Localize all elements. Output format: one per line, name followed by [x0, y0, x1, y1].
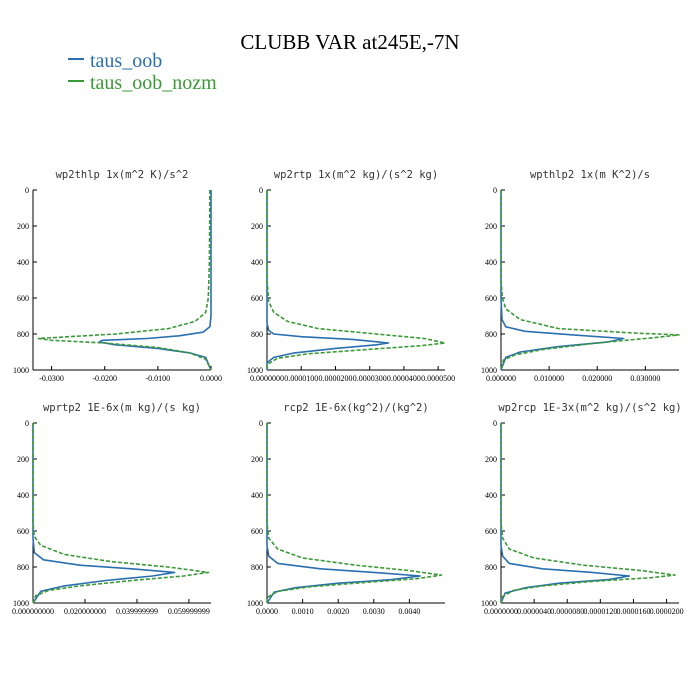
x-tick-label: 0.0000 [200, 374, 222, 383]
y-tick-label: 0 [259, 186, 263, 195]
y-tick-label: 200 [485, 455, 497, 464]
series-line-taus-oob-nozm [266, 423, 443, 603]
x-tick-label: 0.010000 [534, 374, 564, 383]
x-tick-label: 0.0000200 [318, 374, 352, 383]
x-tick-label: 0.059999999 [168, 607, 210, 616]
panel-4: wprtp2 1E-6x(m kg)/(s kg) 0 200 400 600 800 10… [12, 402, 211, 616]
x-tick-label: 0.0000000 [250, 374, 284, 383]
x-tick-label: -0.0300 [39, 374, 64, 383]
legend-label: taus_oob_nozm [90, 72, 217, 94]
y-tick-label: 800 [485, 563, 497, 572]
series-line-taus-oob-nozm [500, 423, 676, 603]
y-tick-label: 600 [251, 527, 263, 536]
y-tick-label: 1000 [481, 599, 497, 608]
y-tick-label: 600 [251, 294, 263, 303]
x-tick-label: 0.0000080 [550, 607, 584, 616]
panel-title: wprtp2 1E-6x(m kg)/(s kg) [43, 402, 201, 414]
panel-1: wp2thlp 1x(m^2 K)/s^2 0 200 400 600 800 1000 -0… [13, 169, 222, 383]
y-tick-label: 800 [17, 563, 29, 572]
y-tick-label: 400 [485, 491, 497, 500]
x-tick-label: 0.0020 [327, 607, 349, 616]
panel-title: wp2rcp 1E-3x(m^2 kg)/(s^2 kg) [498, 402, 681, 414]
x-tick-label: 0.0000200 [650, 607, 684, 616]
y-tick-label: 200 [251, 222, 263, 231]
y-tick-label: 0 [25, 419, 29, 428]
x-tick-label: 0.0030 [363, 607, 385, 616]
panel-title: wp2rtp 1x(m^2 kg)/(s^2 kg) [274, 169, 438, 181]
x-tick-label: 0.020000000 [64, 607, 106, 616]
y-tick-label: 600 [485, 527, 497, 536]
x-tick-label: 0.000000000 [12, 607, 54, 616]
y-tick-label: 400 [17, 258, 29, 267]
x-tick-label: 0.0000100 [284, 374, 318, 383]
x-tick-label: 0.0000160 [616, 607, 650, 616]
x-tick-label: 0.0000400 [387, 374, 421, 383]
x-tick-label: -0.0100 [146, 374, 171, 383]
x-tick-label: 0.0000040 [517, 607, 551, 616]
panel-title: rcp2 1E-6x(kg^2)/(kg^2) [283, 402, 428, 414]
x-tick-label: 0.0040 [398, 607, 420, 616]
x-tick-label: 0.0000120 [583, 607, 617, 616]
y-tick-label: 800 [17, 330, 29, 339]
y-tick-label: 1000 [247, 366, 263, 375]
y-tick-label: 0 [493, 419, 497, 428]
y-tick-label: 800 [485, 330, 497, 339]
panel-title: wpthlp2 1x(m K^2)/s [530, 169, 650, 181]
series-line-taus-oob [98, 190, 212, 371]
x-tick-label: 0.030000 [630, 374, 660, 383]
y-tick-label: 0 [259, 419, 263, 428]
series-line-taus-oob-nozm [266, 190, 446, 370]
x-tick-label: 0.000000 [486, 374, 516, 383]
y-tick-label: 1000 [481, 366, 497, 375]
x-tick-label: -0.0200 [92, 374, 117, 383]
y-tick-label: 0 [25, 186, 29, 195]
y-tick-label: 800 [251, 563, 263, 572]
panel-3: wpthlp2 1x(m K^2)/s 0 200 400 600 800 10000.00… [481, 169, 680, 383]
series-line-taus-oob [266, 190, 390, 370]
panel-5: rcp2 1E-6x(kg^2)/(kg^2) 0 200 400 600 800 1000… [247, 402, 445, 616]
series-line-taus-oob [500, 190, 625, 371]
x-tick-label: 0.0000500 [421, 374, 455, 383]
y-tick-label: 800 [251, 330, 263, 339]
series-line-taus-oob-nozm [37, 189, 212, 371]
x-tick-label: 0.0000 [256, 607, 278, 616]
y-tick-label: 1000 [13, 599, 29, 608]
y-tick-label: 600 [17, 527, 29, 536]
series-line-taus-oob [32, 423, 176, 604]
x-tick-label: 0.0000000 [484, 607, 518, 616]
legend-line-icon [68, 58, 84, 61]
figure-title: CLUBB VAR at245E,-7N [240, 30, 460, 54]
panel-2: wp2rtp 1x(m^2 kg)/(s^2 kg) 0 200 400 600 800 1… [247, 169, 455, 383]
y-tick-label: 1000 [247, 599, 263, 608]
series-line-taus-oob [500, 423, 631, 604]
y-tick-label: 400 [251, 258, 263, 267]
y-tick-label: 200 [251, 455, 263, 464]
y-tick-label: 400 [17, 491, 29, 500]
x-tick-label: 0.039999999 [116, 607, 158, 616]
y-tick-label: 400 [251, 491, 263, 500]
y-tick-label: 200 [17, 455, 29, 464]
y-tick-label: 0 [493, 186, 497, 195]
x-tick-label: 0.020000 [582, 374, 612, 383]
series-line-taus-oob [266, 423, 421, 604]
legend-label: taus_oob [90, 50, 163, 72]
y-tick-label: 200 [17, 222, 29, 231]
y-tick-label: 400 [485, 258, 497, 267]
x-tick-label: 0.0010 [292, 607, 314, 616]
y-tick-label: 600 [485, 294, 497, 303]
y-tick-label: 1000 [13, 366, 29, 375]
panel-title: wp2thlp 1x(m^2 K)/s^2 [56, 169, 189, 181]
legend-item-taus-oob: taus_oob [68, 50, 162, 73]
series-line-taus-oob-nozm [500, 190, 680, 371]
y-tick-label: 200 [485, 222, 497, 231]
legend-line-icon [68, 80, 84, 83]
legend-item-taus-oob-nozm: taus_oob_nozm [68, 72, 217, 95]
series-line-taus-oob-nozm [32, 423, 210, 604]
x-tick-label: 0.0000300 [353, 374, 387, 383]
panel-6: wp2rcp 1E-3x(m^2 kg)/(s^2 kg)0 200 400 600 8… [481, 402, 684, 616]
y-tick-label: 600 [17, 294, 29, 303]
